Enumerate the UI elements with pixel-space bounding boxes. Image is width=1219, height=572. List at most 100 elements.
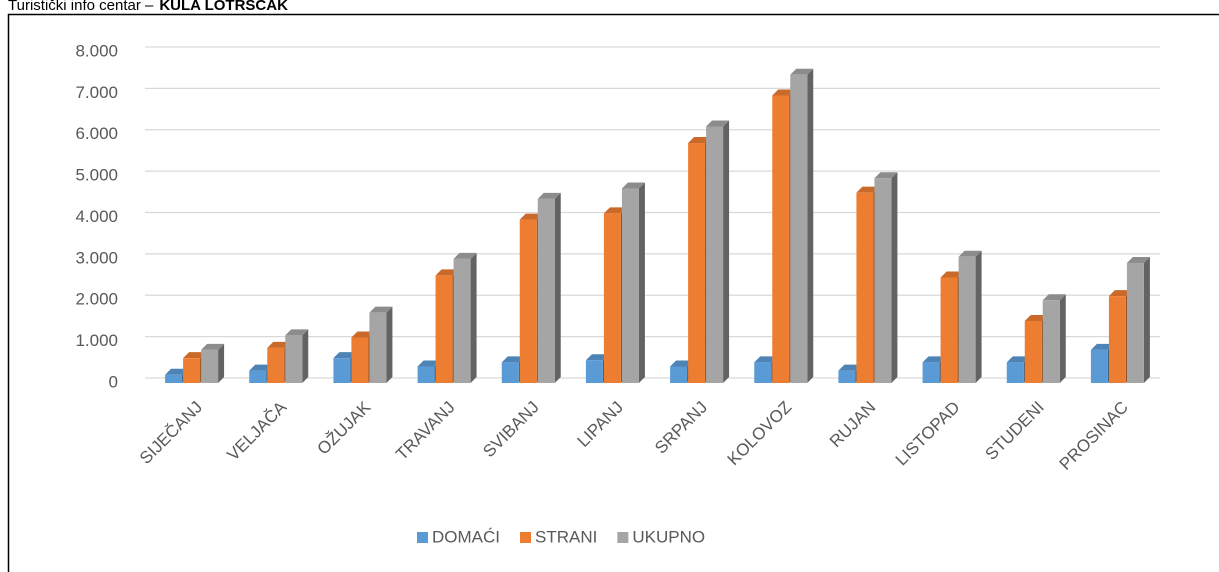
bar-top (333, 352, 357, 359)
y-tick-label: 0 (109, 372, 118, 391)
bar-top (706, 120, 730, 127)
bar-top (435, 269, 459, 276)
header: Turistički info centar – KULA LOTRŠČAK (8, 0, 288, 14)
bar-front (417, 366, 435, 383)
bar-front (603, 213, 621, 383)
bar-top (453, 252, 477, 259)
bar-top (267, 341, 291, 348)
x-tick-label: SVIBANJ (479, 398, 543, 462)
bar-top (1090, 343, 1114, 350)
bar-front (621, 188, 639, 383)
bar-side (470, 252, 477, 383)
bar-front (790, 74, 808, 383)
bar-top (838, 364, 862, 371)
bar-top (585, 354, 609, 361)
x-tick-label: RUJAN (826, 398, 880, 452)
x-tick-label: STUDENI (982, 398, 1048, 464)
bar-side (975, 250, 982, 383)
legend-label: UKUPNO (632, 527, 705, 546)
bar-side (638, 182, 645, 383)
y-tick-label: 5.000 (75, 166, 118, 185)
bar-front (351, 337, 369, 383)
x-tick-label: VELJAČA (223, 397, 290, 464)
bar-top (369, 306, 393, 313)
bar-front (1006, 362, 1024, 383)
bar (369, 306, 393, 383)
legend-swatch (617, 532, 629, 543)
x-tick-label: PROSINAC (1056, 398, 1132, 474)
bar-top (183, 352, 207, 359)
bar-front (201, 349, 219, 383)
bar-front (856, 192, 874, 383)
bar-front (706, 126, 724, 383)
bar (537, 192, 561, 383)
bar-front (1042, 300, 1060, 383)
legend-swatch (417, 532, 428, 543)
x-tick-label: SIJEČANJ (136, 398, 206, 468)
bar-front (772, 95, 790, 383)
bar-side (218, 343, 225, 383)
bar-top (1126, 257, 1150, 264)
bar-side (386, 306, 393, 383)
bar-top (1042, 294, 1066, 301)
y-tick-label: 7.000 (75, 83, 118, 102)
bar-top (285, 329, 309, 336)
y-tick-label: 2.000 (75, 290, 118, 309)
bar-front (165, 374, 183, 383)
bar-side (1143, 257, 1150, 383)
bar-side (1059, 294, 1066, 383)
bar (706, 120, 730, 383)
legend-label: STRANI (535, 527, 597, 546)
bar (201, 343, 225, 383)
bar-front (369, 312, 387, 383)
bar-top (856, 186, 880, 193)
bar-front (922, 362, 940, 383)
bar-front (1090, 349, 1108, 383)
bar (874, 172, 898, 383)
y-tick-label: 1.000 (75, 331, 118, 350)
bar-top (1108, 290, 1132, 297)
bar-top (501, 356, 525, 363)
header-name: KULA LOTRŠČAK (159, 0, 288, 14)
bar-top (772, 89, 796, 96)
bar-side (554, 192, 561, 383)
bar-top (874, 172, 898, 179)
bar-side (807, 68, 814, 383)
bar-top (603, 207, 627, 214)
bar-side (891, 172, 898, 383)
x-tick-label: OŽUJAK (314, 397, 375, 458)
bar-side (723, 120, 730, 383)
bar (285, 329, 309, 383)
bar-top (754, 356, 778, 363)
bar-front (537, 198, 555, 383)
x-tick-label: LIPANJ (574, 398, 627, 451)
bar-front (267, 347, 285, 383)
bar (1126, 257, 1150, 383)
bar-top (958, 250, 982, 257)
bar-top (201, 343, 225, 350)
bar (1042, 294, 1066, 383)
bar-front (501, 362, 519, 383)
legend-label: DOMAĆI (432, 527, 500, 546)
bar-front (453, 258, 471, 383)
x-tick-label: KOLOVOZ (724, 398, 796, 470)
y-tick-label: 8.000 (75, 41, 118, 60)
bar-front (1024, 320, 1042, 383)
legend-swatch (520, 532, 531, 543)
bar-front (435, 275, 453, 383)
bar-front (874, 178, 892, 383)
bar-front (1108, 296, 1126, 383)
bar-top (249, 364, 273, 371)
bar (621, 182, 645, 383)
y-tick-label: 6.000 (75, 124, 118, 143)
bar (453, 252, 477, 383)
bar-front (940, 277, 958, 383)
bar-top (417, 360, 441, 367)
bar-top (1006, 356, 1030, 363)
bar (790, 68, 814, 383)
header-prefix: Turistički info centar – (8, 0, 154, 14)
bar-front (285, 335, 303, 383)
bar-top (1024, 314, 1048, 321)
bar-front (670, 366, 688, 383)
bar-front (183, 358, 201, 383)
